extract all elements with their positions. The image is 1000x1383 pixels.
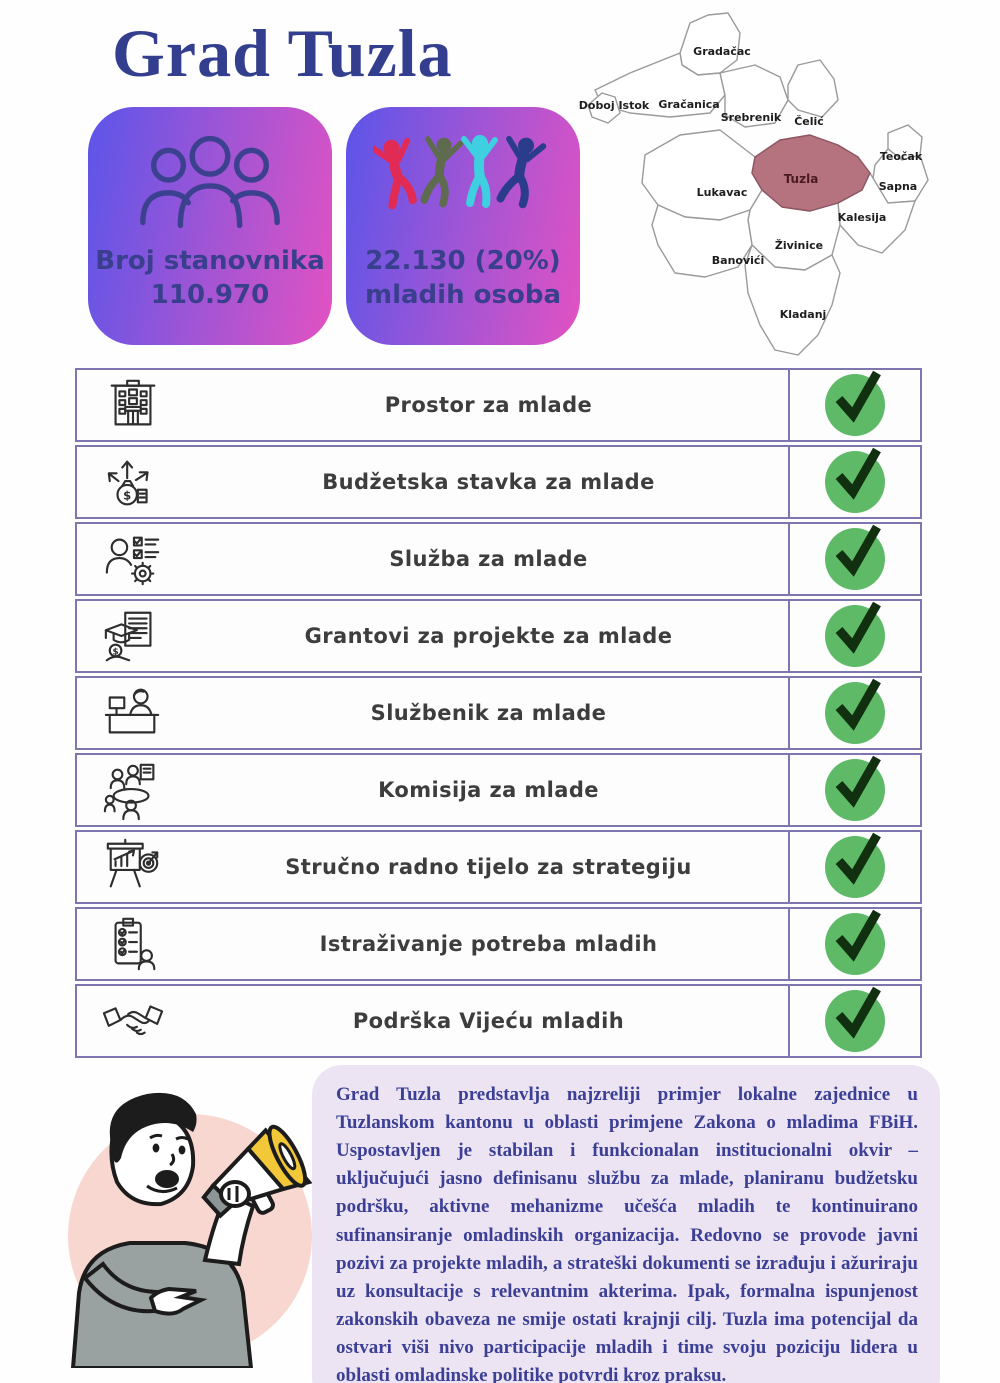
map-label-gracanica: Gračanica (658, 98, 719, 111)
map-region-srebrenik (719, 64, 789, 128)
building-icon (77, 370, 189, 440)
money-bag-arrows-icon: $ (77, 447, 189, 517)
table-row: Podrška Vijeću mladih (75, 984, 922, 1058)
map-label-teocak: Teočak (880, 150, 923, 163)
row-check-cell (788, 832, 920, 902)
row-check-cell (788, 524, 920, 594)
table-row: Istraživanje potreba mladih (75, 907, 922, 981)
map-label-kladanj: Kladanj (780, 308, 827, 321)
checkmark-icon (825, 832, 885, 898)
checkmark-icon (825, 447, 885, 513)
map-label-gradacac: Gradačac (693, 45, 751, 58)
map-region-banovici (651, 204, 753, 278)
map-label-sapna: Sapna (879, 180, 917, 193)
map-region-tuzla-highlight (751, 134, 871, 212)
committee-meeting-icon (77, 755, 189, 825)
map-region-celic (787, 59, 839, 118)
population-card: Broj stanovnika 110.970 (88, 107, 332, 345)
row-label: Podrška Vijeću mladih (352, 1009, 625, 1033)
checkmark-icon (825, 601, 885, 667)
youth-card-text: 22.130 (20%) mladih osoba (365, 245, 561, 313)
map-label-tuzla: Tuzla (784, 172, 819, 186)
row-label: Službenik za mlade (370, 701, 607, 725)
population-label: Broj stanovnika (95, 246, 325, 276)
grant-document-icon: $ (77, 601, 189, 671)
map-label-kalesija: Kalesija (838, 211, 887, 224)
table-row: $ Budžetska stavka za mlade (75, 445, 922, 519)
tuzla-canton-map: Gradačac Doboj Istok Gračanica Srebrenik… (570, 5, 960, 365)
row-label: Prostor za mlade (384, 393, 593, 417)
map-label-lukavac: Lukavac (697, 186, 748, 199)
page-title: Grad Tuzla (112, 15, 453, 91)
row-check-cell (788, 370, 920, 440)
map-label-srebrenik: Srebrenik (721, 111, 782, 124)
table-row: $ Grantovi za projekte za mlade (75, 599, 922, 673)
map-label-banovici: Banovići (712, 254, 764, 267)
svg-text:$: $ (113, 647, 119, 657)
checkmark-icon (825, 909, 885, 975)
person-checklist-gear-icon (77, 524, 189, 594)
row-label: Budžetska stavka za mlade (322, 470, 655, 494)
youth-policy-checklist: Prostor za mlade $ Budžetska stavka za m… (75, 368, 922, 1058)
row-check-cell (788, 909, 920, 979)
checkmark-icon (825, 524, 885, 590)
checkmark-icon (825, 370, 885, 436)
population-card-text: Broj stanovnika 110.970 (95, 245, 325, 313)
map-region-gradacac (679, 12, 741, 76)
survey-clipboard-icon (77, 909, 189, 979)
row-label: Služba za mlade (389, 547, 588, 571)
row-check-cell (788, 755, 920, 825)
row-label: Grantovi za projekte za mlade (304, 624, 673, 648)
checkmark-icon (825, 986, 885, 1052)
strategy-presentation-icon (77, 832, 189, 902)
megaphone-person-illustration (55, 1078, 320, 1370)
jumping-youth-icon (373, 117, 553, 245)
description-box: Grad Tuzla predstavlja najzreliji primje… (312, 1065, 940, 1383)
row-label: Stručno radno tijelo za strategiju (285, 855, 692, 879)
table-row: Službenik za mlade (75, 676, 922, 750)
checkmark-icon (825, 755, 885, 821)
map-label-zivinice: Živinice (775, 239, 823, 252)
row-check-cell (788, 986, 920, 1056)
handshake-icon (77, 986, 189, 1056)
map-label-doboj-istok: Doboj Istok (579, 99, 650, 112)
youth-card: 22.130 (20%) mladih osoba (346, 107, 580, 345)
table-row: Komisija za mlade (75, 753, 922, 827)
clerk-desk-icon (77, 678, 189, 748)
row-label: Istraživanje potreba mladih (319, 932, 658, 956)
youth-label: mladih osoba (365, 279, 561, 310)
checkmark-icon (825, 678, 885, 744)
youth-value: 22.130 (20%) (365, 246, 561, 276)
row-check-cell (788, 678, 920, 748)
svg-text:$: $ (123, 488, 131, 502)
population-value: 110.970 (150, 279, 270, 310)
description-text: Grad Tuzla predstavlja najzreliji primje… (336, 1084, 918, 1383)
row-label: Komisija za mlade (378, 778, 599, 802)
row-check-cell (788, 601, 920, 671)
table-row: Prostor za mlade (75, 368, 922, 442)
table-row: Služba za mlade (75, 522, 922, 596)
people-group-icon (131, 117, 289, 245)
row-check-cell (788, 447, 920, 517)
map-region-kladanj (744, 244, 841, 356)
map-label-celic: Čelić (794, 115, 824, 128)
table-row: Stručno radno tijelo za strategiju (75, 830, 922, 904)
map-region-doboj-istok (587, 92, 621, 124)
